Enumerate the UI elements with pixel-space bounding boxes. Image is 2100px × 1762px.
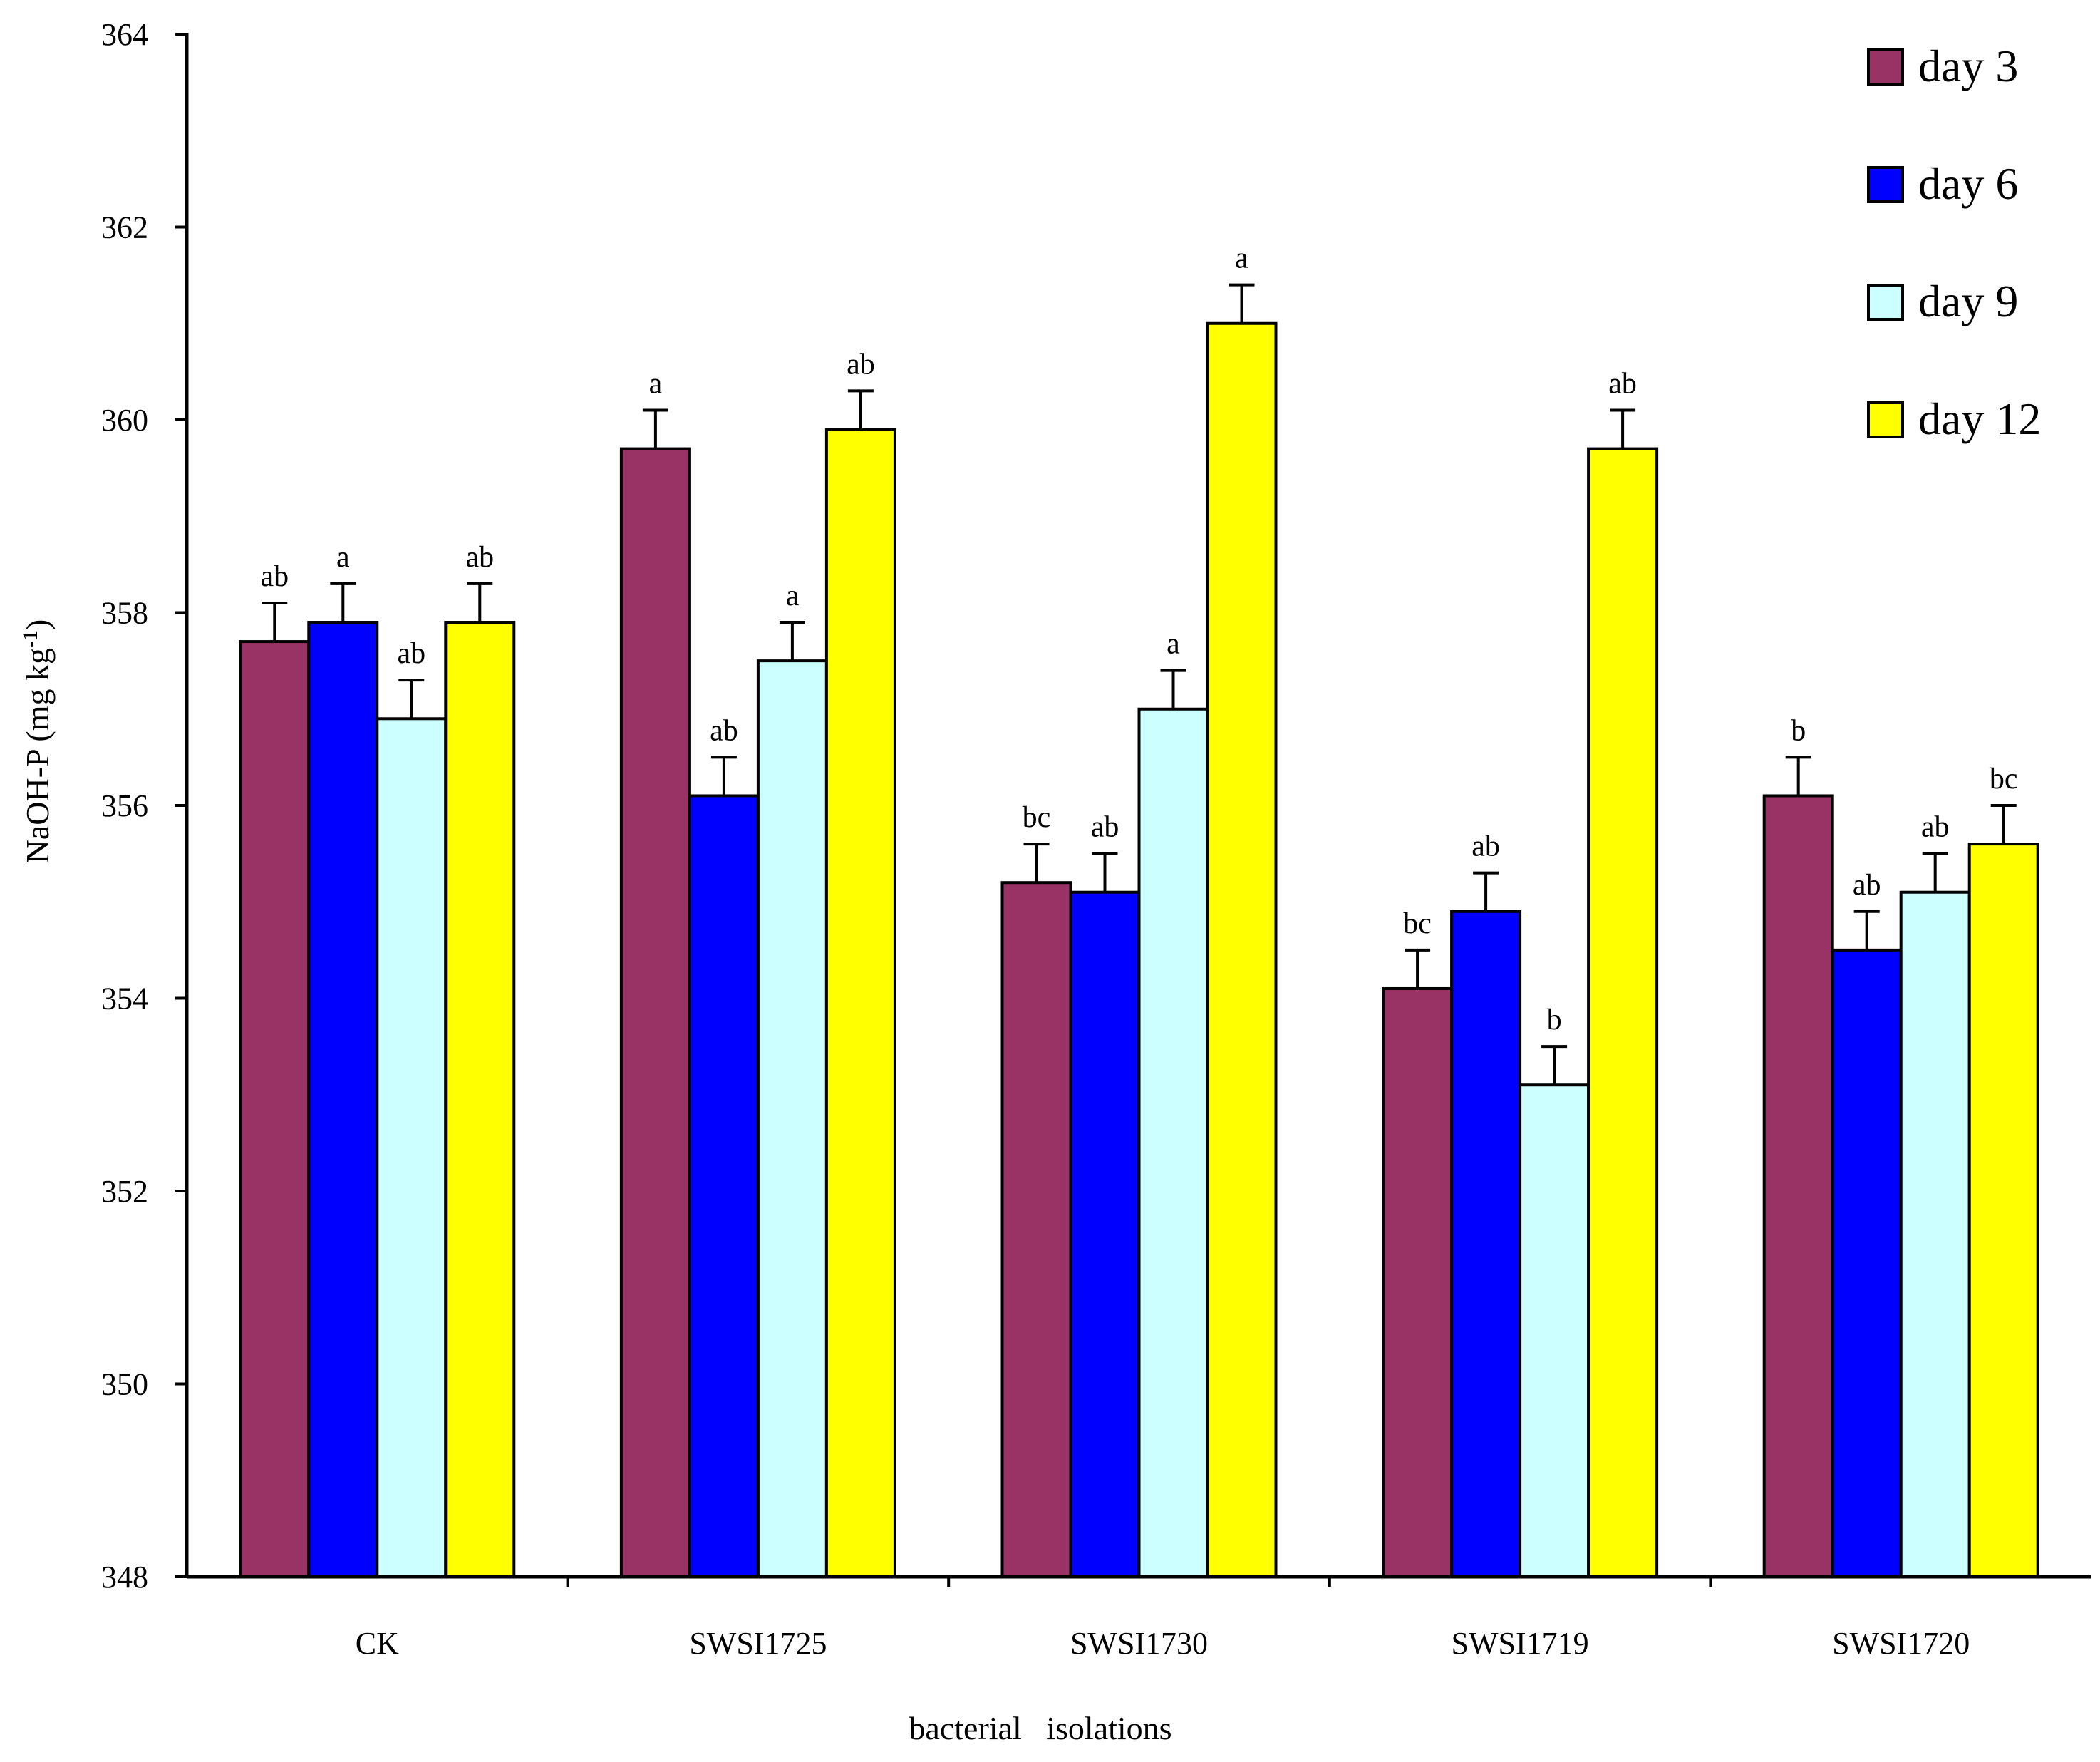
x-tick-label: SWSI1720 <box>1832 1626 1970 1661</box>
y-tick-label: 352 <box>101 1174 148 1209</box>
x-tick-label: SWSI1730 <box>1070 1626 1208 1661</box>
y-tick-label: 350 <box>101 1367 148 1402</box>
y-axis-title-suffix: ) <box>19 619 56 630</box>
error-bars-layer <box>262 283 2017 1086</box>
x-tick-label: SWSI1725 <box>689 1626 827 1661</box>
y-axis-title-superscript: -1 <box>19 630 42 648</box>
significance-label: ab <box>847 348 875 381</box>
significance-label: a <box>649 367 663 400</box>
significance-label: a <box>1167 628 1180 661</box>
significance-label: b <box>1791 714 1806 747</box>
significance-label: ab <box>1921 811 1950 844</box>
legend-swatch <box>1867 166 1904 203</box>
x-axis-title: bacterial isolations <box>909 1710 1171 1746</box>
bar <box>1762 794 1834 1578</box>
bar <box>1899 890 1971 1578</box>
bar <box>376 717 448 1578</box>
legend-label: day 3 <box>1918 41 2018 91</box>
significance-label: a <box>786 579 800 612</box>
bar <box>444 621 516 1578</box>
bar <box>1206 321 1278 1578</box>
y-tick-label: 364 <box>101 17 148 52</box>
significance-label: ab <box>1608 367 1637 400</box>
bar <box>688 794 760 1578</box>
x-tick-label: SWSI1719 <box>1452 1626 1589 1661</box>
significance-label: a <box>336 541 350 574</box>
significance-label: ab <box>465 541 494 574</box>
legend: day 3 day 6 day 9 day 12 <box>1867 41 2041 444</box>
legend-label: day 9 <box>1918 276 2018 326</box>
x-tick-label: CK <box>356 1626 399 1661</box>
y-axis-title-main: NaOH-P (mg kg <box>19 648 56 863</box>
bar <box>307 621 379 1578</box>
legend-label: day 6 <box>1918 158 2018 209</box>
legend-label: day 12 <box>1918 393 2041 444</box>
bar <box>239 640 311 1579</box>
significance-label: ab <box>1091 811 1119 844</box>
significance-label: ab <box>260 560 289 593</box>
significance-label: bc <box>1023 801 1051 834</box>
y-axis-title: NaOH-P (mg kg-1) <box>19 619 56 864</box>
bar <box>1587 447 1659 1579</box>
significance-label: a <box>1235 242 1248 275</box>
legend-swatch <box>1867 48 1904 86</box>
y-tick-label: 358 <box>101 596 148 631</box>
y-tick-label: 362 <box>101 210 148 245</box>
bar <box>1967 843 2039 1578</box>
bar <box>1069 890 1141 1578</box>
significance-label: ab <box>1471 830 1500 863</box>
significance-label: ab <box>710 714 738 747</box>
significance-label: b <box>1547 1004 1562 1036</box>
y-tick-label: 356 <box>101 788 148 823</box>
significance-label: ab <box>1853 869 1881 902</box>
significance-label: ab <box>397 637 425 670</box>
bar <box>619 447 691 1579</box>
significance-label: bc <box>1403 907 1432 940</box>
y-tick-label: 360 <box>101 403 148 438</box>
bar <box>1519 1083 1590 1578</box>
bar <box>824 428 896 1578</box>
bar <box>1137 707 1209 1578</box>
significance-label: bc <box>1990 763 2018 795</box>
legend-swatch <box>1867 401 1904 438</box>
bars-layer <box>239 321 2039 1579</box>
bar <box>1831 948 1903 1578</box>
axes-layer: CK SWSI1725 SWSI1730 SWSI1719 SWSI1720 348 350… <box>101 17 2091 1661</box>
bar <box>1382 986 1454 1578</box>
significance-labels-layer: ab a ab ab a ab a ab bc ab a a bc ab b ab b ab ab bc <box>260 242 2017 1036</box>
y-tick-label: 354 <box>101 982 148 1016</box>
bar <box>756 659 828 1578</box>
bar <box>1000 881 1072 1578</box>
legend-swatch <box>1867 284 1904 321</box>
y-tick-label: 348 <box>101 1560 148 1594</box>
bar <box>1450 910 1522 1578</box>
